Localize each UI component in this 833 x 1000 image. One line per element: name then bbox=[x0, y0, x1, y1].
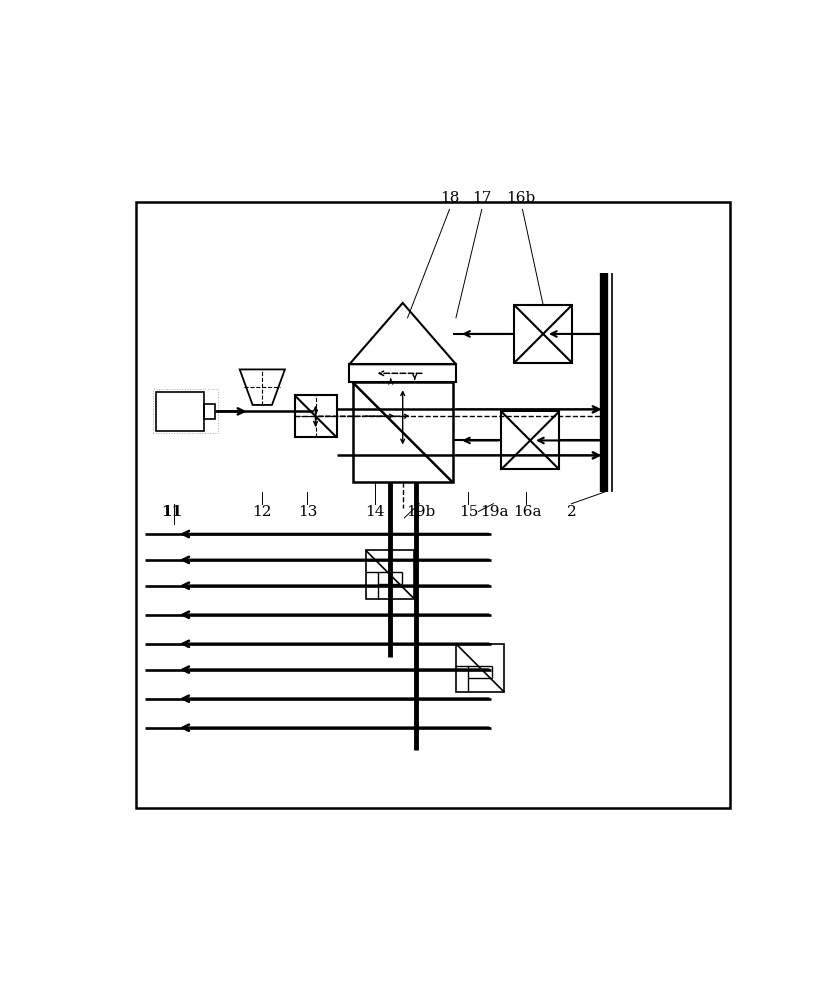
Text: 13: 13 bbox=[297, 505, 317, 519]
Bar bbox=[153, 389, 218, 433]
Bar bbox=[501, 411, 559, 469]
Bar bbox=[456, 644, 504, 692]
Bar bbox=[295, 395, 337, 437]
Text: 12: 12 bbox=[252, 505, 272, 519]
Bar bbox=[352, 382, 453, 482]
Text: 16a: 16a bbox=[513, 505, 541, 519]
Text: 2: 2 bbox=[567, 505, 577, 519]
Bar bbox=[514, 305, 572, 363]
Bar bbox=[156, 392, 204, 431]
Text: 17: 17 bbox=[472, 191, 491, 205]
Text: 16b: 16b bbox=[506, 191, 535, 205]
Text: 19a: 19a bbox=[481, 505, 509, 519]
Text: 11: 11 bbox=[162, 505, 182, 519]
Text: 18: 18 bbox=[440, 191, 459, 205]
Text: 15: 15 bbox=[459, 505, 479, 519]
Text: 19b: 19b bbox=[406, 505, 435, 519]
Bar bbox=[366, 550, 414, 599]
Bar bbox=[204, 404, 215, 419]
Bar bbox=[350, 364, 456, 382]
Text: 14: 14 bbox=[366, 505, 385, 519]
